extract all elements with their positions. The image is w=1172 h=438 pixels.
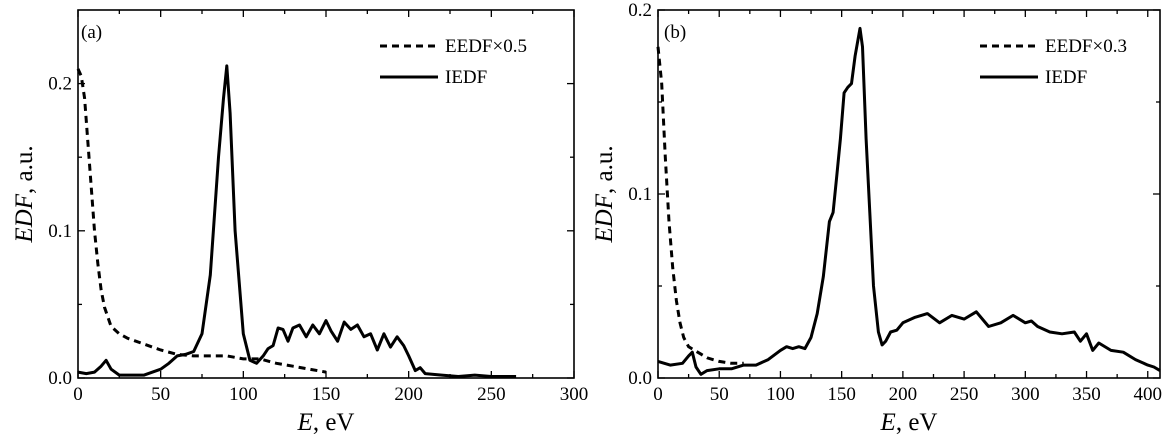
panel-a-x-tick-label: 300 — [560, 384, 589, 405]
panel-a-x-tick-label: 0 — [73, 384, 83, 405]
panel-a: 0 50 100 150 200 250 300 0.0 0.1 0.2 (a) EEDF×0.… — [11, 9, 588, 436]
panel-b-x-axis-var: E — [880, 409, 896, 436]
panel-a-legend-label-iedf: IEDF — [445, 67, 487, 88]
panel-a-y-axis-unit: , a.u. — [11, 145, 38, 194]
panel-a-y-tick-label: 0.0 — [48, 368, 72, 389]
panel-b-x-axis-label: E, eV — [880, 409, 938, 436]
panel-b-x-tick-label: 250 — [950, 384, 979, 405]
panel-b-x-tick-label: 200 — [889, 384, 918, 405]
panel-a-y-tick-label: 0.1 — [48, 221, 72, 242]
panel-b-legend-label-eedf: EEDF×0.3 — [1045, 36, 1127, 57]
panel-b-x-axis-unit: , eV — [896, 409, 938, 436]
panel-a-series-line-iedf — [77, 64, 517, 378]
panel-a-y-tick-label: 0.2 — [48, 74, 72, 95]
panel-b-y-axis-var: EDF — [591, 193, 618, 243]
panel-a-x-tick-label: 200 — [394, 384, 423, 405]
panel-a-y-axis-label: EDF, a.u. — [11, 145, 38, 243]
panel-b-x-tick-label: 350 — [1072, 384, 1101, 405]
panel-b-y-tick-label: 0.1 — [628, 184, 652, 205]
panel-b-y-tick-label: 0.0 — [628, 368, 652, 389]
panel-b-label: (b) — [664, 22, 686, 43]
panel-a-label: (a) — [81, 22, 102, 43]
panel-b-legend-label-iedf: IEDF — [1045, 67, 1087, 88]
panel-a-legend: EEDF×0.5 IEDF — [380, 36, 527, 88]
panel-a-x-tick-label: 50 — [151, 384, 170, 405]
panel-b-y-axis-label: EDF, a.u. — [591, 145, 618, 243]
panel-b-series-line-eedf — [656, 46, 744, 365]
panel-b-y-axis-unit: , a.u. — [591, 145, 618, 194]
panel-a-legend-label-eedf: EEDF×0.5 — [445, 36, 527, 57]
panel-b-y-ticks: 0.0 0.1 0.2 — [628, 0, 1160, 389]
panel-a-x-tick-label: 100 — [229, 384, 258, 405]
panel-a-x-axis-var: E — [297, 409, 313, 436]
panel-a-y-axis-var: EDF — [11, 193, 38, 243]
panel-a-x-tick-label: 150 — [312, 384, 341, 405]
panel-b-legend: EEDF×0.3 IEDF — [980, 36, 1127, 88]
panel-b: 0 50 100 150 200 250 300 350 400 0.0 0.1 0.2 (b) E… — [591, 0, 1162, 436]
panel-a-series — [76, 64, 517, 378]
panel-b-plot-frame — [657, 9, 1161, 379]
panel-b-x-ticks: 0 50 100 150 200 250 300 350 400 — [653, 10, 1162, 405]
panel-b-x-tick-label: 50 — [710, 384, 729, 405]
panel-b-x-tick-label: 0 — [653, 384, 663, 405]
panel-b-series — [656, 26, 1161, 376]
panel-a-x-axis-unit: , eV — [313, 409, 355, 436]
panel-b-y-tick-label: 0.2 — [628, 0, 652, 21]
panel-b-x-tick-label: 400 — [1134, 384, 1163, 405]
panel-a-y-ticks: 0.0 0.1 0.2 — [48, 74, 574, 389]
panel-a-x-tick-label: 250 — [477, 384, 506, 405]
panel-a-x-ticks: 0 50 100 150 200 250 300 — [73, 10, 588, 405]
panel-a-series-line-eedf — [76, 68, 327, 374]
panel-b-x-tick-label: 150 — [827, 384, 856, 405]
panel-b-series-line-iedf — [657, 26, 1161, 376]
panel-b-x-tick-label: 100 — [766, 384, 795, 405]
panel-b-x-tick-label: 300 — [1011, 384, 1040, 405]
panel-a-x-axis-label: E, eV — [297, 409, 355, 436]
